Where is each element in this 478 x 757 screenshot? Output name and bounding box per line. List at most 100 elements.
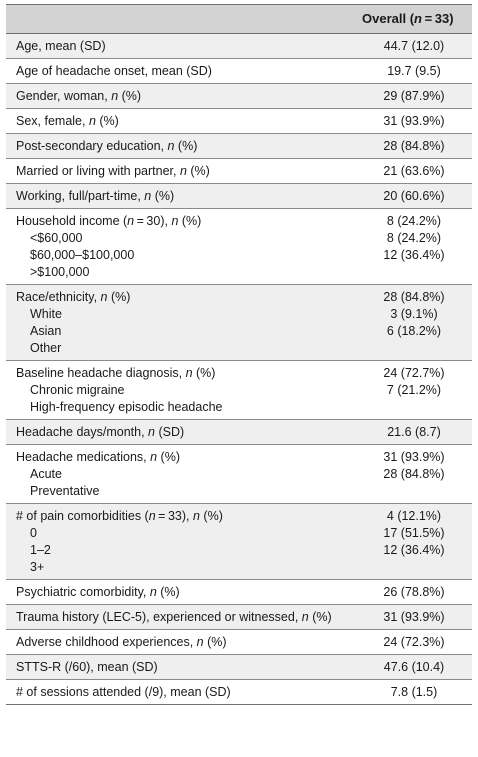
row-label: Psychiatric comorbidity, n (%): [16, 585, 180, 599]
row-value-cell: 20 (60.6%): [364, 188, 464, 205]
table-body: Age, mean (SD) 44.7 (12.0) Age of headache…: [6, 34, 472, 704]
row-value: 3 (9.1%): [390, 307, 438, 321]
row-sublabel: High-frequency episodic headache: [30, 400, 223, 414]
table-row: Trauma history (LEC-5), experienced or w…: [6, 605, 472, 630]
table-row: STTS-R (/60), mean (SD) 47.6 (10.4): [6, 655, 472, 680]
row-value-cell: 21.6 (8.7): [364, 424, 464, 441]
row-label-cell: # of sessions attended (/9), mean (SD): [16, 684, 336, 701]
row-value: 24 (72.3%): [383, 635, 445, 649]
row-label: Headache days/month, n (SD): [16, 425, 185, 439]
row-value-cell: 26 (78.8%): [364, 584, 464, 601]
table-header: Overall (n = 33): [6, 5, 472, 34]
row-label-cell: Gender, woman, n (%): [16, 88, 336, 105]
row-value-cell: 19.7 (9.5): [364, 63, 464, 80]
row-value: 17 (51.5%): [383, 526, 445, 540]
row-value-cell: 28 (84.8%) 3 (9.1%) 6 (18.2%): [364, 289, 464, 340]
row-value-cell: 29 (87.9%): [364, 88, 464, 105]
table-row: Headache medications, n (%) Acute Preventa…: [6, 445, 472, 504]
row-value-cell: 44.7 (12.0): [364, 38, 464, 55]
column-header-overall: Overall (n = 33): [362, 11, 454, 26]
row-label: Working, full/part-time, n (%): [16, 189, 175, 203]
row-label: Trauma history (LEC-5), experienced or w…: [16, 610, 332, 624]
row-value-cell: 31 (93.9%): [364, 609, 464, 626]
row-label-cell: STTS-R (/60), mean (SD): [16, 659, 336, 676]
row-label: Sex, female, n (%): [16, 114, 119, 128]
row-value: 47.6 (10.4): [383, 660, 445, 674]
table-row: Adverse childhood experiences, n (%) 24 (…: [6, 630, 472, 655]
row-value-cell: 31 (93.9%): [364, 113, 464, 130]
row-label-cell: Adverse childhood experiences, n (%): [16, 634, 336, 651]
table-row: # of pain comorbidities (n = 33), n (%) 0…: [6, 504, 472, 580]
table-row: Sex, female, n (%) 31 (93.9%): [6, 109, 472, 134]
row-label: STTS-R (/60), mean (SD): [16, 660, 158, 674]
table-row: Race/ethnicity, n (%) White Asian Other 28 (…: [6, 285, 472, 361]
row-sublabel: Preventative: [30, 484, 100, 498]
row-value: 31 (93.9%): [383, 450, 445, 464]
row-label: Post-secondary education, n (%): [16, 139, 198, 153]
row-label: Race/ethnicity, n (%): [16, 290, 131, 304]
row-value-cell: 4 (12.1%) 17 (51.5%) 12 (36.4%): [364, 508, 464, 559]
row-value: 28 (84.8%): [383, 290, 445, 304]
row-value: 8 (24.2%): [386, 231, 442, 245]
row-label: # of sessions attended (/9), mean (SD): [16, 685, 231, 699]
row-sublabel: 0: [30, 526, 37, 540]
row-value-cell: 24 (72.7%) 7 (21.2%): [364, 365, 464, 399]
row-sublabel: 1–2: [30, 543, 51, 557]
row-label-cell: Age of headache onset, mean (SD): [16, 63, 336, 80]
table-row: Household income (n = 30), n (%) <$60,000…: [6, 209, 472, 285]
row-sublabel: 3+: [30, 560, 45, 574]
row-value-cell: 7.8 (1.5): [364, 684, 464, 701]
table-row: # of sessions attended (/9), mean (SD) 7.…: [6, 680, 472, 704]
row-value-cell: 28 (84.8%): [364, 138, 464, 155]
table-row: Headache days/month, n (SD) 21.6 (8.7): [6, 420, 472, 445]
row-value: 12 (36.4%): [383, 543, 445, 557]
row-value: 26 (78.8%): [383, 585, 445, 599]
row-sublabel: Chronic migraine: [30, 383, 125, 397]
row-value-cell: 24 (72.3%): [364, 634, 464, 651]
row-value: 4 (12.1%): [386, 509, 442, 523]
row-label-cell: Working, full/part-time, n (%): [16, 188, 336, 205]
table-row: Gender, woman, n (%) 29 (87.9%): [6, 84, 472, 109]
table-row: Age, mean (SD) 44.7 (12.0): [6, 34, 472, 59]
row-label-cell: Married or living with partner, n (%): [16, 163, 336, 180]
table-row: Age of headache onset, mean (SD) 19.7 (9.…: [6, 59, 472, 84]
row-value: 6 (18.2%): [386, 324, 442, 338]
row-sublabel: >$100,000: [30, 265, 90, 279]
row-label-cell: Headache days/month, n (SD): [16, 424, 336, 441]
row-value: 29 (87.9%): [383, 89, 445, 103]
row-value-cell: 31 (93.9%) 28 (84.8%): [364, 449, 464, 483]
table-row: Baseline headache diagnosis, n (%) Chroni…: [6, 361, 472, 420]
row-label-cell: Psychiatric comorbidity, n (%): [16, 584, 336, 601]
row-label-cell: Age, mean (SD): [16, 38, 336, 55]
row-value: 21 (63.6%): [383, 164, 445, 178]
row-label: Married or living with partner, n (%): [16, 164, 210, 178]
row-value: 12 (36.4%): [383, 248, 445, 262]
row-label-cell: Household income (n = 30), n (%) <$60,000…: [16, 213, 336, 281]
table-row: Working, full/part-time, n (%) 20 (60.6%): [6, 184, 472, 209]
row-value: 31 (93.9%): [383, 610, 445, 624]
row-value: 8 (24.2%): [386, 214, 442, 228]
row-sublabel: Other: [30, 341, 62, 355]
row-sublabel: White: [30, 307, 62, 321]
row-value: 7 (21.2%): [386, 383, 442, 397]
row-label: Gender, woman, n (%): [16, 89, 142, 103]
row-sublabel: Asian: [30, 324, 62, 338]
row-label-cell: Race/ethnicity, n (%) White Asian Other: [16, 289, 336, 357]
row-value-cell: 21 (63.6%): [364, 163, 464, 180]
row-label-cell: # of pain comorbidities (n = 33), n (%) 0…: [16, 508, 336, 576]
row-value: 28 (84.8%): [383, 467, 445, 481]
row-label-cell: Trauma history (LEC-5), experienced or w…: [16, 609, 336, 626]
row-value-cell: 8 (24.2%) 8 (24.2%) 12 (36.4%): [364, 213, 464, 264]
row-label: Baseline headache diagnosis, n (%): [16, 366, 216, 380]
row-sublabel: $60,000–$100,000: [30, 248, 135, 262]
row-label: Age, mean (SD): [16, 39, 106, 53]
table-row: Post-secondary education, n (%) 28 (84.8%…: [6, 134, 472, 159]
row-label: Household income (n = 30), n (%): [16, 214, 202, 228]
row-label-cell: Sex, female, n (%): [16, 113, 336, 130]
row-label-cell: Baseline headache diagnosis, n (%) Chroni…: [16, 365, 336, 416]
row-label: Headache medications, n (%): [16, 450, 180, 464]
row-sublabel: Acute: [30, 467, 62, 481]
row-label: # of pain comorbidities (n = 33), n (%): [16, 509, 223, 523]
row-value: 20 (60.6%): [383, 189, 445, 203]
table-row: Married or living with partner, n (%) 21 …: [6, 159, 472, 184]
